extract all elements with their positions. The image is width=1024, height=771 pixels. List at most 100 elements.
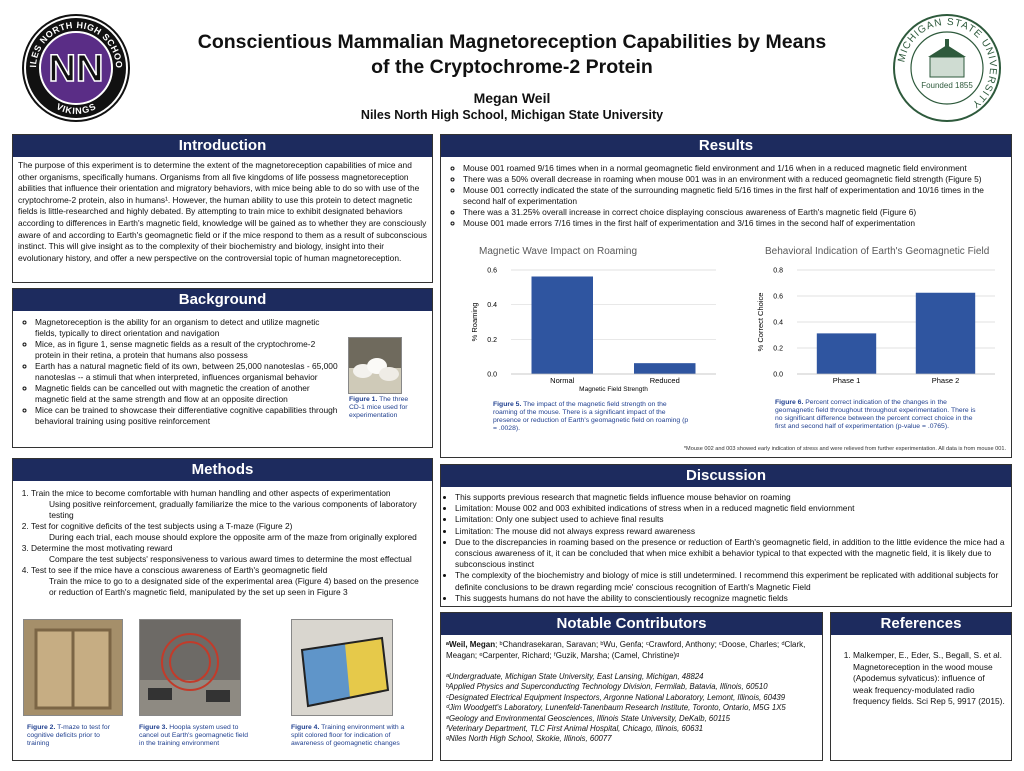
affiliation: Niles North High School, Michigan State … — [360, 108, 664, 122]
list-item: This supports previous research that mag… — [455, 492, 1006, 503]
figure-2-photo — [23, 619, 123, 716]
list-item: Due to the discrepancies in roaming base… — [455, 537, 1006, 571]
x-tick-label: Reduced — [650, 376, 680, 385]
y-axis-label: % Roaming — [470, 303, 479, 342]
results-section: Results Mouse 001 roamed 9/16 times when… — [440, 134, 1012, 458]
contributors-section: Notable Contributors ᵃWeil, Megan; ᵇChan… — [440, 612, 823, 761]
logo-monogram: NN — [49, 48, 104, 90]
figure-text: T-maze to test for cognitive deficits pr… — [27, 724, 110, 747]
list-item: Magnetoreception is the ability for an o… — [35, 317, 340, 339]
poster-title: Conscientious Mammalian Magnetoreception… — [197, 31, 827, 78]
figure-1-photo — [348, 337, 402, 394]
bar — [915, 292, 976, 374]
contributor-list: ; ᵇChandrasekaran, Saravan; ᵇWu, Genfa; … — [446, 640, 806, 660]
x-tick-label: Phase 1 — [833, 376, 861, 385]
list-item: Mouse 001 roamed 9/16 times when in a no… — [463, 163, 1006, 174]
lead-contributor: ᵃWeil, Megan — [446, 640, 496, 649]
figure-label: Figure 3. — [139, 724, 168, 731]
figure-label: Figure 1. — [349, 396, 378, 403]
section-heading: Results — [441, 135, 1011, 157]
affiliation-line: ᶜDesignated Electrical Equipment Inspect… — [446, 692, 786, 702]
list-item: Limitation: The mouse did not always exp… — [455, 526, 1006, 537]
y-tick-label: 0.0 — [773, 372, 783, 379]
step-detail: During each trial, each mouse should exp… — [49, 532, 417, 542]
affiliation-line: ᶠVeterinary Department, TLC First Animal… — [446, 724, 704, 734]
affiliation-line: ᵈJim Woodgett's Laboratory, Lunenfeld-Ta… — [446, 703, 786, 713]
list-item: Mice can be trained to showcase their di… — [35, 405, 340, 427]
affiliation-list: ᵃUndergraduate, Michigan State Universit… — [441, 664, 822, 748]
list-item: Magnetic fields can be cancelled out wit… — [35, 383, 340, 405]
x-tick-label: Phase 2 — [932, 376, 960, 385]
x-tick-label: Normal — [550, 376, 575, 385]
figure-text: The impact of the magnetic field strengt… — [493, 401, 689, 432]
list-item: There was a 50% overall decrease in roam… — [463, 174, 1006, 185]
seal-founded: Founded 1855 — [921, 81, 973, 90]
step-title: Test to see if the mice have a conscious… — [31, 565, 328, 575]
y-axis-label: % Correct Choice — [756, 293, 765, 352]
msu-seal: MICHIGAN STATE UNIVERSITY Founded 1855 — [893, 14, 1001, 122]
list-item: Mouse 001 made errors 7/16 times in the … — [463, 218, 1006, 229]
list-item: Mice, as in figure 1, sense magnetic fie… — [35, 339, 340, 361]
figure-caption: Figure 2. T-maze to test for cognitive d… — [27, 724, 119, 748]
figure-label: Figure 6. — [775, 399, 804, 406]
references-list: Malkemper, E., Eder, S., Begall, S. et a… — [831, 647, 1011, 711]
bar — [531, 276, 593, 374]
author: Megan Weil — [473, 90, 551, 106]
niles-north-logo: NILES NORTH HIGH SCHOOL VIKINGS NN — [20, 12, 130, 122]
figure-text: Training environment with a split colore… — [291, 724, 405, 747]
affiliation-line: ᵃUndergraduate, Michigan State Universit… — [446, 672, 704, 681]
chart: Magnetic Wave Impact on Roaming % Roaming… — [470, 246, 716, 393]
list-item: Mouse 001 correctly indicated the state … — [463, 185, 1006, 207]
svg-text:VIKINGS: VIKINGS — [55, 102, 98, 117]
introduction-text: The purpose of this experiment is to det… — [18, 160, 427, 263]
section-heading: References — [831, 613, 1011, 635]
y-tick-label: 0.0 — [487, 372, 497, 379]
method-step: Determine the most motivating rewardComp… — [31, 543, 427, 565]
chart-title: Behavioral Indication of Earth's Geomagn… — [765, 246, 989, 257]
list-item: Earth has a natural magnetic field of it… — [35, 361, 340, 383]
methods-section: Methods Train the mice to become comfort… — [12, 458, 433, 761]
discussion-section: Discussion This supports previous resear… — [440, 464, 1012, 607]
list-item: Limitation: Only one subject used to ach… — [455, 514, 1006, 525]
y-tick-label: 0.8 — [773, 268, 783, 275]
list-item: There was a 31.25% overall increase in c… — [463, 207, 1006, 218]
section-heading: Introduction — [13, 135, 432, 157]
step-detail: Compare the test subjects' responsivenes… — [49, 554, 412, 564]
figure-caption: Figure 6. Percent correct indication of … — [775, 399, 980, 431]
y-tick-label: 0.4 — [487, 302, 497, 309]
y-tick-label: 0.6 — [487, 268, 497, 275]
figure-3-photo — [139, 619, 241, 716]
section-heading: Notable Contributors — [441, 613, 822, 635]
introduction-section: Introduction The purpose of this experim… — [12, 134, 433, 283]
method-step: Train the mice to become comfortable wit… — [31, 488, 427, 521]
figure-label: Figure 5. — [493, 401, 522, 408]
section-heading: Methods — [13, 459, 432, 481]
x-axis-label: Magnetic Field Strength — [579, 386, 648, 393]
step-detail: Using positive reinforcement, gradually … — [49, 499, 417, 520]
y-tick-label: 0.6 — [773, 294, 783, 301]
figure-text: Hoopla system used to cancel out Earth's… — [139, 724, 248, 747]
contributor-names: ᵃWeil, Megan; ᵇChandrasekaran, Saravan; … — [441, 635, 822, 664]
results-note: *Mouse 002 and 003 showed early indicati… — [683, 446, 1006, 452]
figure-caption: Figure 1. The three CD-1 mice used for e… — [349, 396, 421, 420]
bar — [634, 363, 696, 374]
section-heading: Background — [13, 289, 432, 311]
figure-label: Figure 2. — [27, 724, 56, 731]
y-tick-label: 0.2 — [773, 346, 783, 353]
results-list: Mouse 001 roamed 9/16 times when in a no… — [441, 160, 1011, 232]
affiliation-line: ᵇApplied Physics and Superconducting Tec… — [446, 682, 768, 692]
step-detail: Train the mice to go to a designated sid… — [49, 576, 419, 597]
bar — [816, 333, 877, 374]
background-list: Magnetoreception is the ability for an o… — [13, 314, 345, 430]
affiliation-line: ᵍNiles North High School, Skokie, Illino… — [446, 734, 612, 744]
y-tick-label: 0.4 — [773, 320, 783, 327]
step-title: Determine the most motivating reward — [31, 543, 173, 553]
discussion-list: This supports previous research that mag… — [441, 489, 1011, 607]
step-title: Train the mice to become comfortable wit… — [31, 488, 391, 498]
figure-caption: Figure 4. Training environment with a sp… — [291, 724, 413, 748]
figure-4-photo — [291, 619, 393, 716]
section-heading: Discussion — [441, 465, 1011, 487]
list-item: Malkemper, E., Eder, S., Begall, S. et a… — [853, 650, 1006, 708]
chart: Behavioral Indication of Earth's Geomagn… — [756, 246, 995, 385]
figure-caption: Figure 5. The impact of the magnetic fie… — [493, 401, 693, 433]
